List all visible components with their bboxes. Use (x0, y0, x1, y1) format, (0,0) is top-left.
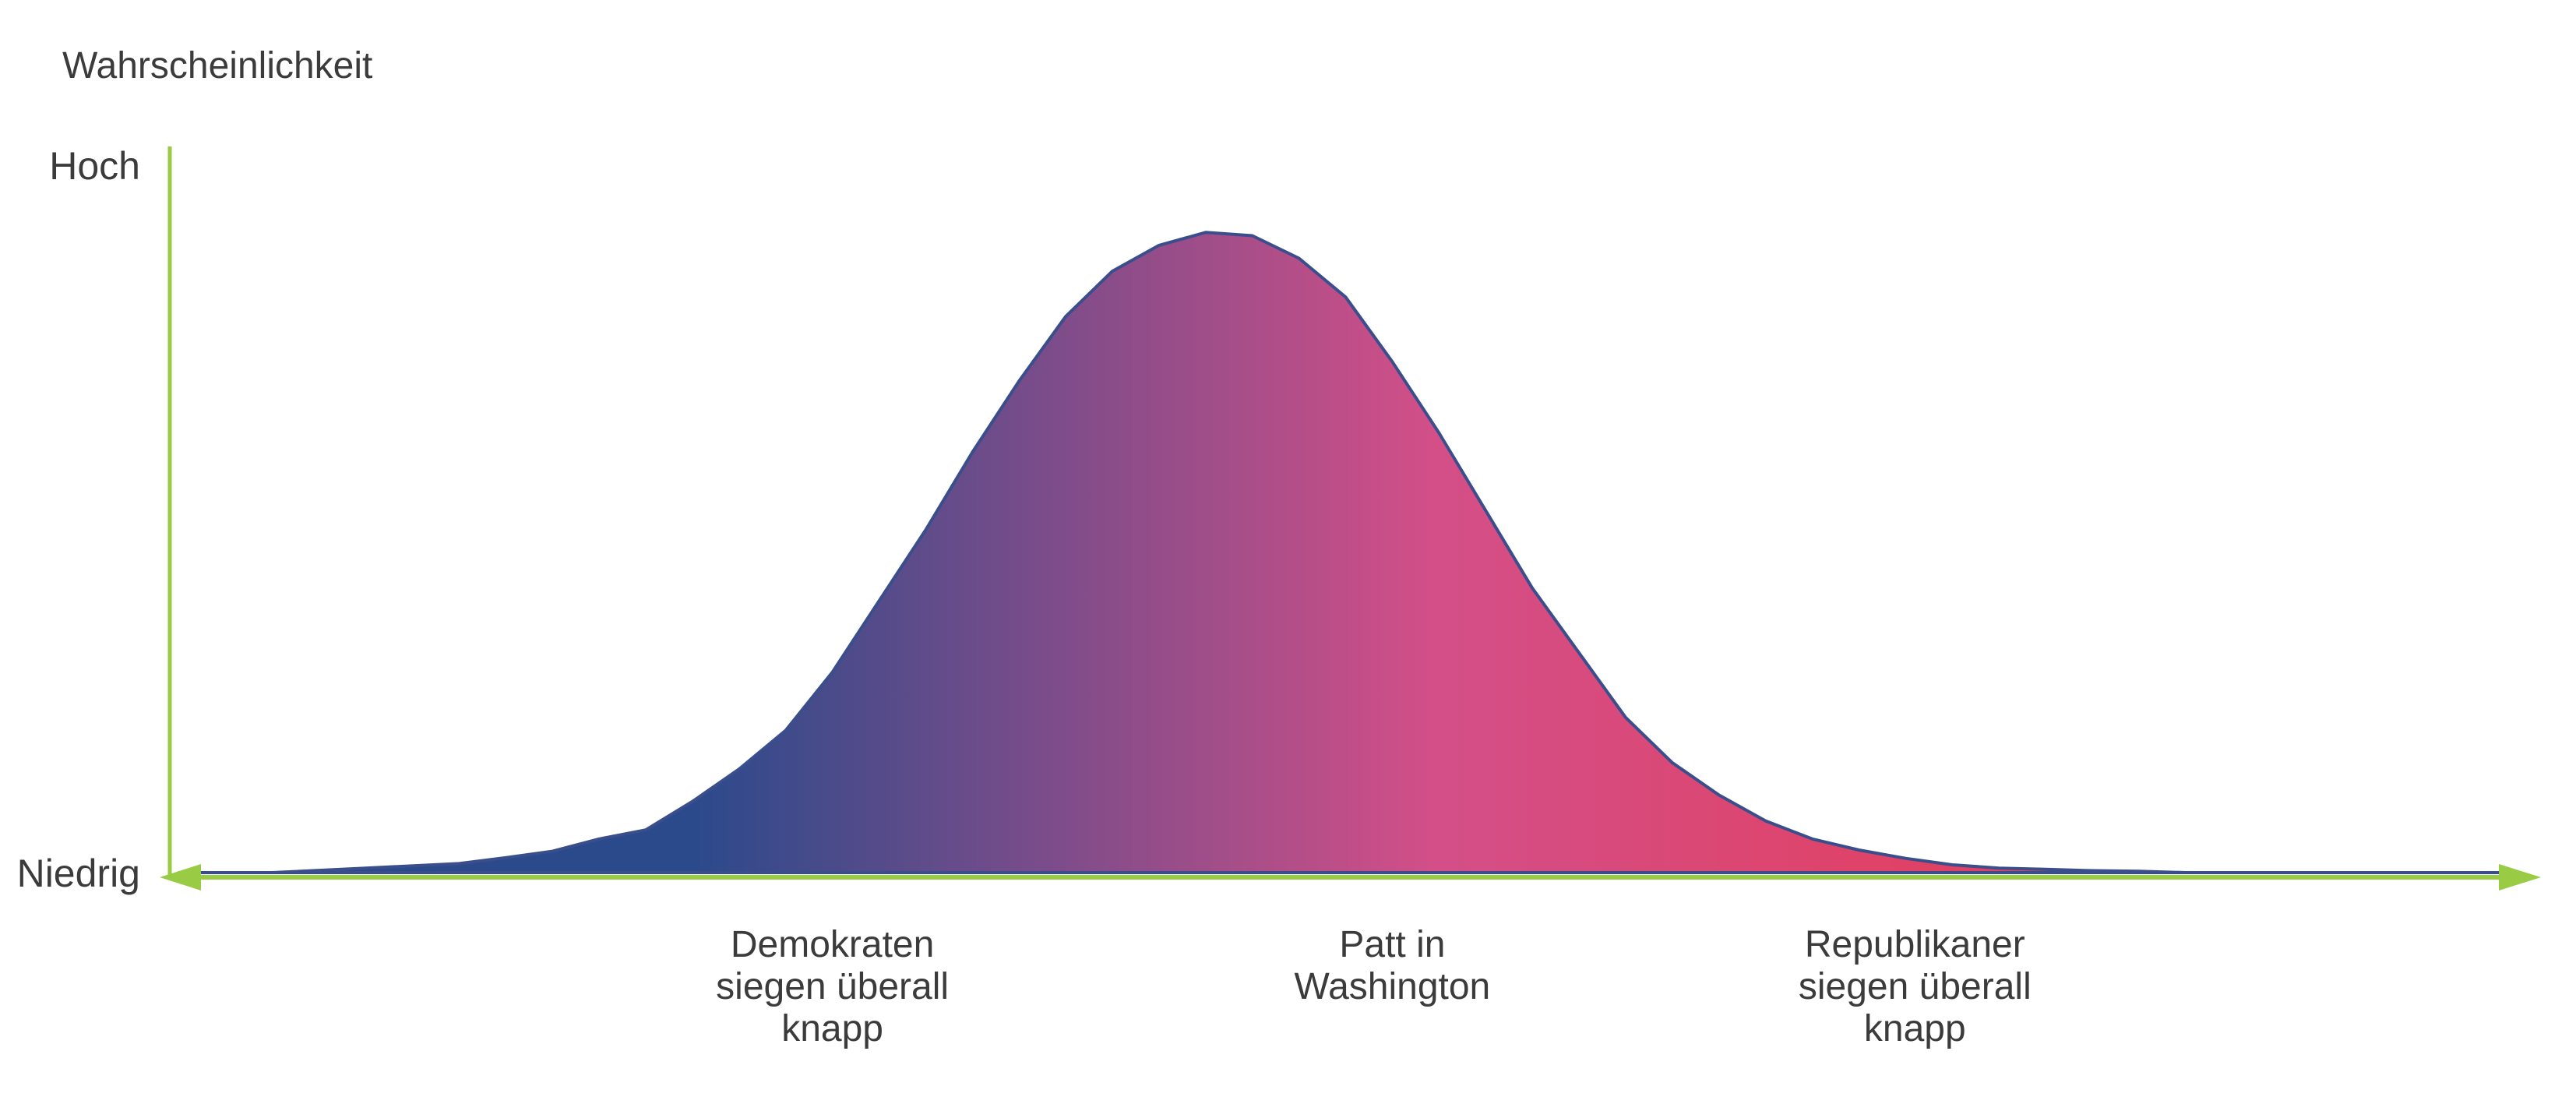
x-category-label-2: Patt in Washington (1295, 924, 1491, 1007)
probability-area (178, 231, 2514, 874)
x-category-label-line: siegen überall (716, 966, 949, 1007)
y-tick-low: Niedrig (17, 852, 140, 895)
x-category-label-line: Patt in (1339, 924, 1445, 965)
x-category-label-line: knapp (781, 1008, 883, 1049)
x-axis-arrow-left (160, 864, 201, 891)
x-axis-arrow-right (2499, 864, 2541, 891)
y-tick-high: Hoch (49, 144, 140, 188)
x-category-label-line: Republikaner (1805, 924, 2025, 965)
x-category-label-line: knapp (1864, 1008, 1966, 1049)
x-category-label-line: Washington (1295, 966, 1491, 1007)
y-axis-title: Wahrscheinlichkeit (62, 45, 372, 86)
x-category-label-3: Republikaner siegen überall knapp (1799, 924, 2032, 1049)
x-category-label-1: Demokraten siegen überall knapp (716, 924, 949, 1049)
x-category-label-line: Demokraten (731, 924, 934, 965)
x-category-label-line: siegen überall (1799, 966, 2032, 1007)
